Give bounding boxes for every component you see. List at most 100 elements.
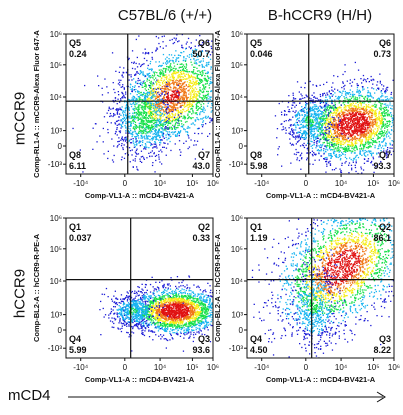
quadrant-percent-q3: 93.6: [192, 345, 210, 355]
x-tick-label: 10⁶: [388, 363, 400, 372]
y-tick-label: 10³: [50, 127, 62, 136]
x-tick-label: 10⁵: [186, 179, 198, 188]
quadrant-name-q6: Q6: [198, 38, 210, 48]
x-tick-label: 0: [123, 363, 128, 372]
quadrant-name-q2: Q2: [379, 222, 391, 232]
bottom-axis-label: mCD4: [8, 387, 51, 404]
quadrant-percent-q6: 50.7: [192, 49, 210, 59]
x-tick-label: 10⁶: [207, 179, 219, 188]
y-axis-label: Comp-RL1-A :: mCCR9-Alexa Fluor 647-A: [32, 30, 41, 178]
quadrant-percent-q4: 4.50: [250, 345, 268, 355]
y-tick-label: 10⁴: [231, 93, 244, 102]
quadrant-name-q7: Q7: [379, 150, 391, 160]
x-tick-label: 10⁴: [154, 363, 167, 372]
quadrant-name-q3: Q3: [198, 334, 210, 344]
x-tick-label: -10⁴: [254, 179, 270, 188]
quadrant-percent-q5: 0.24: [69, 49, 87, 59]
quadrant-name-q3: Q3: [379, 334, 391, 344]
x-tick-label: 10⁴: [335, 363, 348, 372]
x-tick-label: 10⁴: [335, 179, 348, 188]
quadrant-percent-q1: 0.037: [69, 233, 92, 243]
y-tick-label: 10⁶: [50, 30, 62, 39]
quadrant-name-q7: Q7: [198, 150, 210, 160]
x-tick-label: 10⁵: [367, 179, 379, 188]
column-title-b-hccr9: B-hCCR9 (H/H): [267, 7, 373, 24]
quadrant-percent-q3: 8.22: [373, 345, 391, 355]
quadrant-name-q5: Q5: [69, 38, 81, 48]
x-tick-label: 10⁶: [388, 179, 400, 188]
y-tick-label: 10⁴: [50, 93, 63, 102]
y-tick-label: 10⁵: [231, 245, 243, 254]
x-tick-label: 0: [123, 179, 128, 188]
y-tick-label: 10⁵: [50, 245, 62, 254]
y-tick-label: -10³: [229, 344, 244, 353]
y-tick-label: 10⁵: [50, 61, 62, 70]
quadrant-percent-q7: 43.0: [192, 161, 210, 171]
event-cloud: [99, 275, 213, 352]
plot-frame: [65, 217, 214, 359]
column-title-c57bl6: C57BL/6 (+/+): [117, 7, 213, 24]
x-tick-label: 0: [304, 363, 309, 372]
y-tick-label: -10³: [48, 160, 63, 169]
quadrant-name-q6: Q6: [379, 38, 391, 48]
x-tick-label: -10⁴: [73, 363, 89, 372]
x-axis-label: Comp-VL1-A :: mCD4-BV421-A: [266, 191, 376, 200]
y-axis-label: Comp-RL1-A :: mCCR9-Alexa Fluor 647-A: [213, 30, 222, 178]
y-tick-label: 10³: [231, 311, 243, 320]
y-tick-label: 10³: [50, 311, 62, 320]
y-axis-label: Comp-BL2-A :: hCCR9-R-PE-A: [32, 233, 41, 342]
quadrant-percent-q7: 93.3: [373, 161, 391, 171]
quadrant-name-q1: Q1: [69, 222, 81, 232]
quadrant-percent-q2: 86.1: [373, 233, 391, 243]
y-tick-label: -10³: [229, 160, 244, 169]
y-axis-label: Comp-BL2-A :: hCCR9-R-PE-A: [213, 233, 222, 342]
y-tick-label: 10⁵: [231, 61, 243, 70]
y-tick-label: 10⁴: [231, 277, 244, 286]
quadrant-name-q4: Q4: [69, 334, 81, 344]
quadrant-name-q4: Q4: [250, 334, 262, 344]
x-tick-label: -10⁴: [254, 363, 270, 372]
x-tick-label: 10⁶: [207, 363, 219, 372]
y-tick-label: 10⁶: [231, 30, 243, 39]
event-cloud: [251, 218, 394, 358]
quadrant-name-q1: Q1: [250, 222, 262, 232]
y-tick-label: 0: [239, 142, 244, 151]
quadrant-name-q8: Q8: [69, 150, 81, 160]
x-axis-label: Comp-VL1-A :: mCD4-BV421-A: [85, 191, 195, 200]
quadrant-percent-q8: 5.98: [250, 161, 268, 171]
y-tick-label: 0: [239, 326, 244, 335]
quadrant-percent-q4: 5.99: [69, 345, 87, 355]
event-cloud: [72, 34, 213, 173]
x-tick-label: 10⁴: [154, 179, 167, 188]
event-cloud: [274, 61, 394, 174]
x-axis-label: Comp-VL1-A :: mCD4-BV421-A: [266, 375, 376, 384]
x-tick-label: -10⁴: [73, 179, 89, 188]
plot-frame: [246, 33, 395, 175]
quadrant-name-q2: Q2: [198, 222, 210, 232]
quadrant-percent-q2: 0.33: [192, 233, 210, 243]
y-tick-label: -10³: [48, 344, 63, 353]
y-tick-label: 0: [58, 142, 63, 151]
quadrant-name-q8: Q8: [250, 150, 262, 160]
x-axis-label: Comp-VL1-A :: mCD4-BV421-A: [85, 375, 195, 384]
y-tick-label: 10³: [231, 127, 243, 136]
quadrant-name-q5: Q5: [250, 38, 262, 48]
quadrant-percent-q8: 6.11: [69, 161, 86, 171]
quadrant-percent-q6: 0.73: [373, 49, 391, 59]
y-tick-label: 10⁴: [50, 277, 63, 286]
y-tick-label: 10⁶: [231, 214, 243, 223]
x-tick-label: 10⁵: [367, 363, 379, 372]
quadrant-percent-q5: 0.046: [250, 49, 273, 59]
plot-frame: [65, 33, 214, 175]
y-tick-label: 10⁶: [50, 214, 62, 223]
x-tick-label: 10⁵: [186, 363, 198, 372]
x-tick-label: 0: [304, 179, 309, 188]
y-tick-label: 0: [58, 326, 63, 335]
plot-frame: [246, 217, 395, 359]
